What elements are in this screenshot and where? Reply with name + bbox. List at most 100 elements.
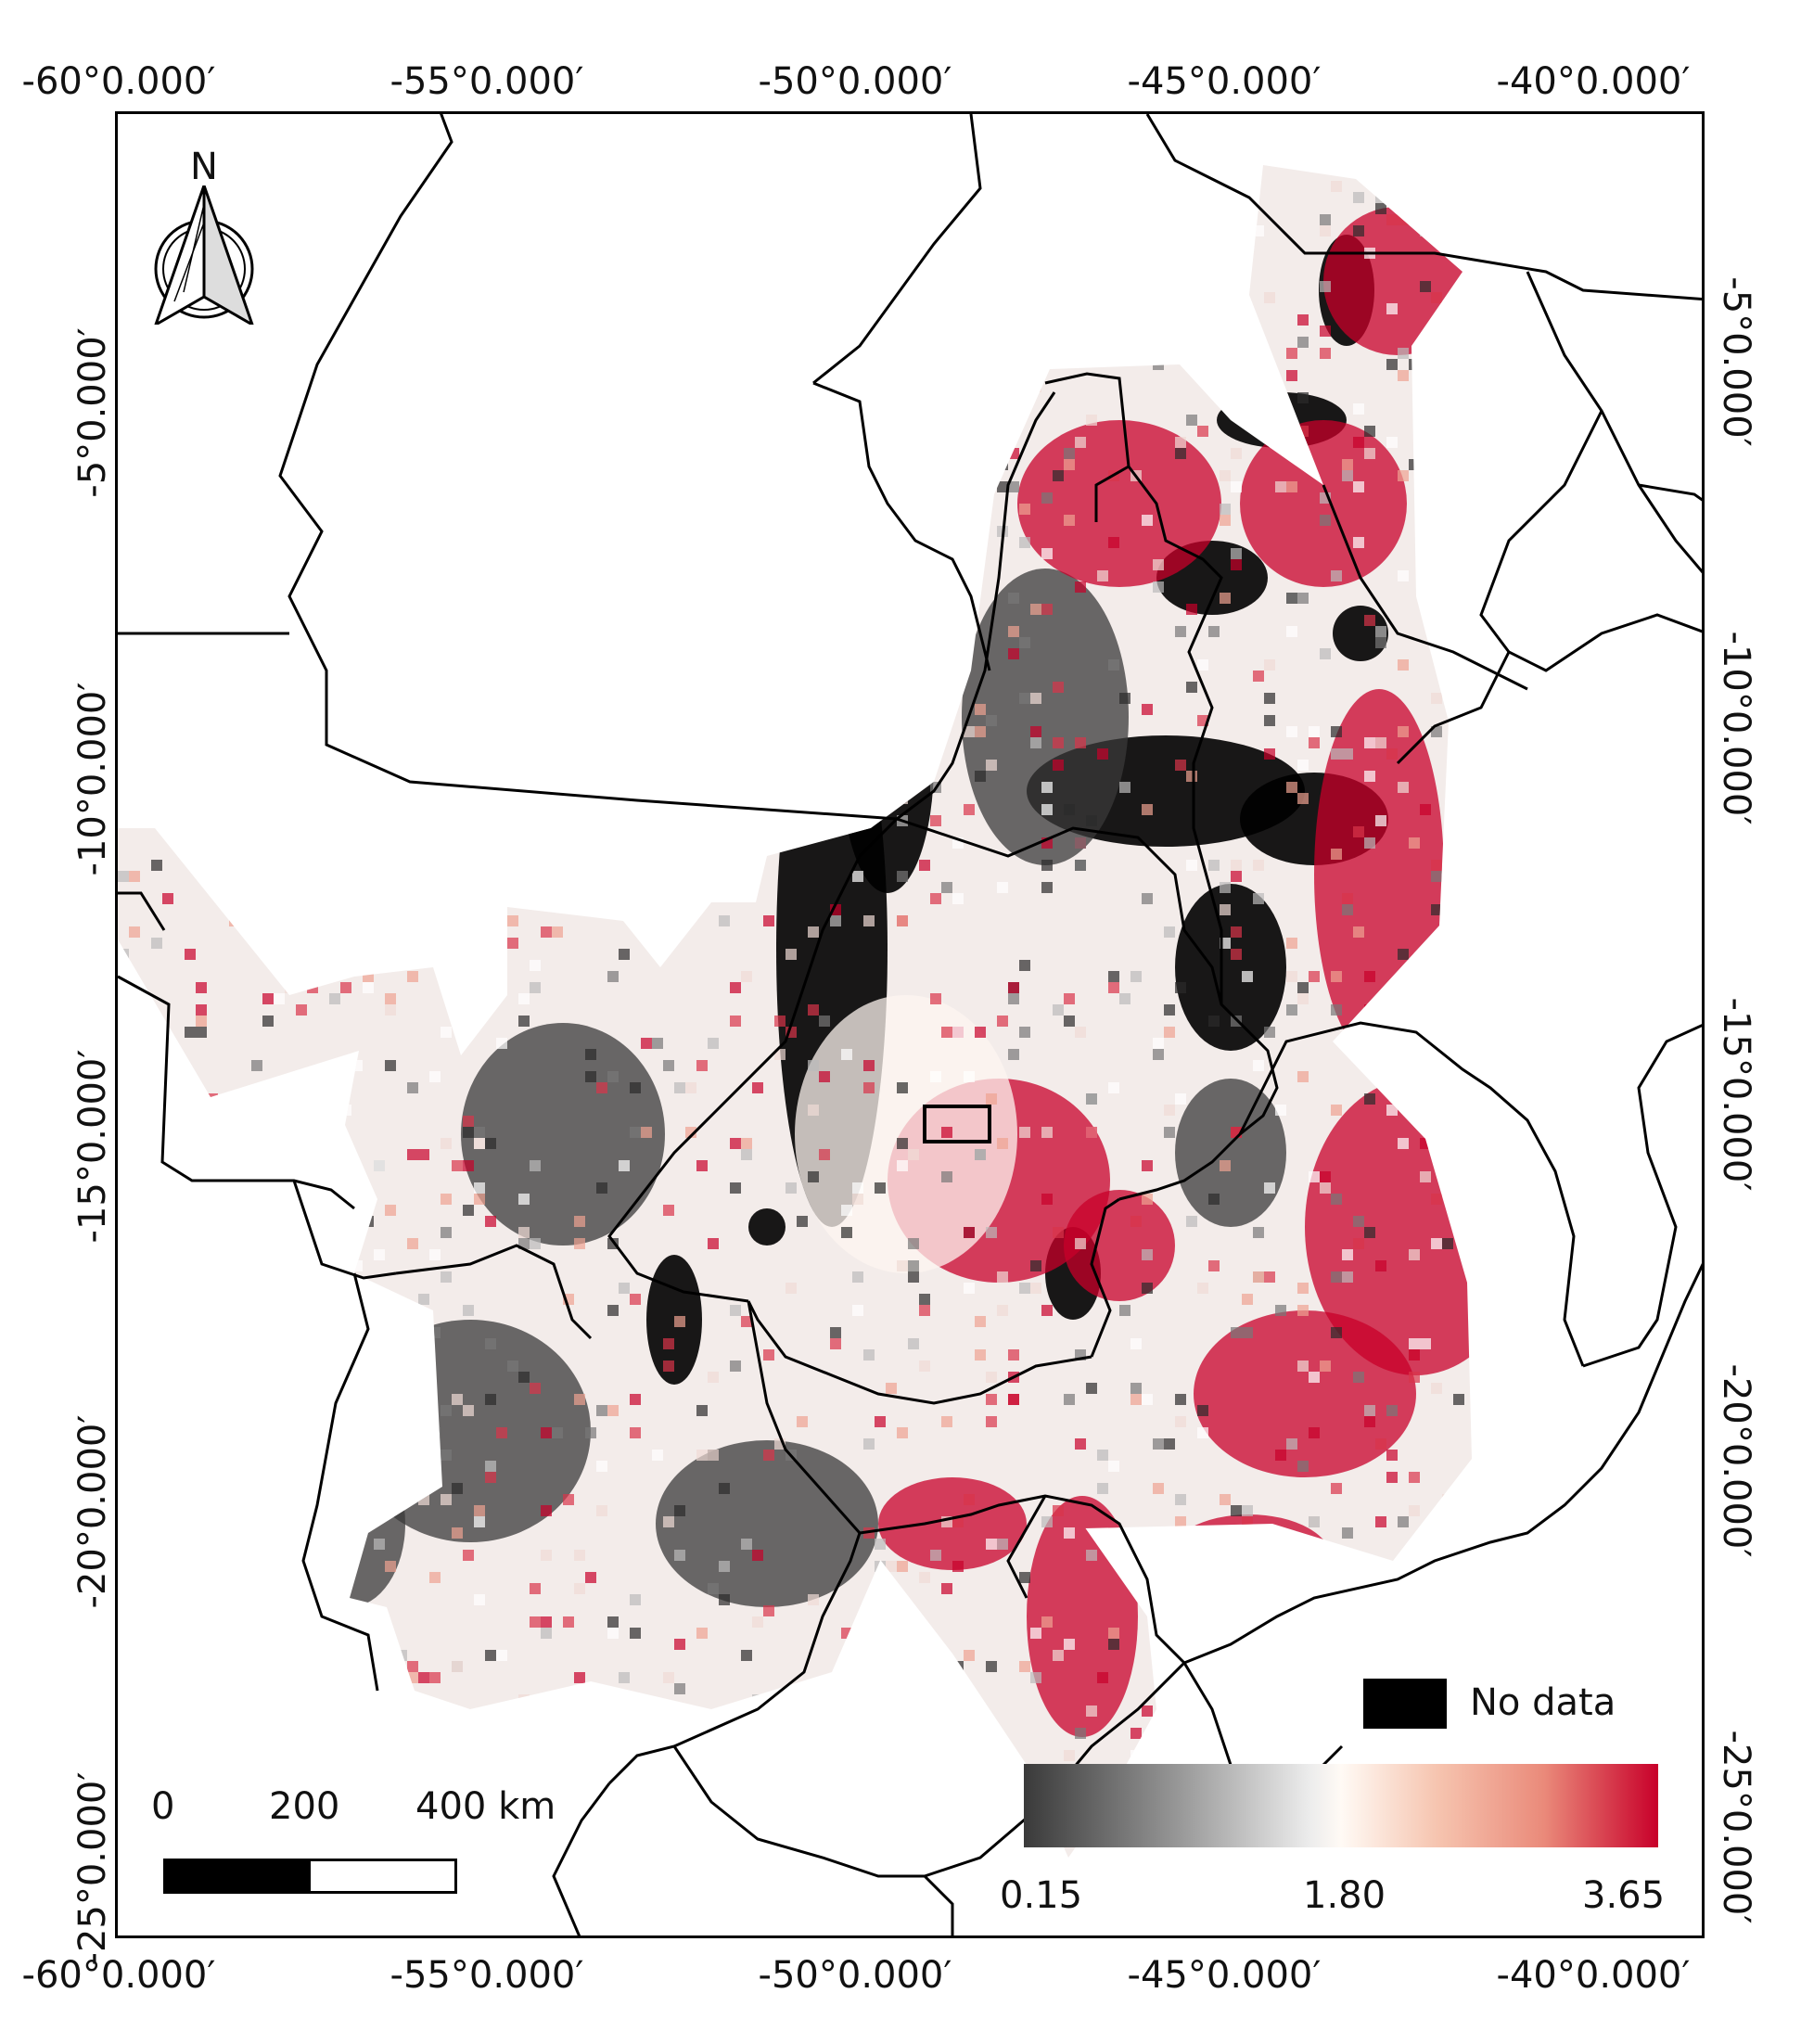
raster-cell — [930, 1761, 941, 1772]
raster-cell — [1698, 1171, 1705, 1182]
raster-cell — [1453, 1505, 1464, 1516]
raster-cell — [229, 581, 240, 593]
raster-cell — [1409, 1338, 1420, 1349]
map-frame — [115, 111, 1705, 1938]
top-tick-label: -55°0.000′ — [390, 60, 584, 103]
raster-cell — [1331, 971, 1342, 982]
raster-cell — [808, 248, 819, 259]
raster-cell — [1253, 1227, 1264, 1238]
raster-cell — [1353, 926, 1364, 938]
raster-cell — [1375, 192, 1386, 203]
map-canvas — [118, 114, 1705, 1935]
raster-cell — [1409, 1372, 1420, 1383]
raster-cell — [663, 1895, 674, 1906]
raster-cell — [251, 748, 262, 760]
raster-cell — [1464, 170, 1472, 181]
raster-cell — [1053, 470, 1064, 481]
raster-cell — [886, 281, 897, 292]
raster-cell — [530, 659, 541, 671]
raster-cell — [196, 771, 207, 782]
raster-cell — [886, 225, 897, 236]
raster-cell — [396, 370, 407, 381]
raster-cell — [151, 1283, 162, 1294]
raster-cell — [607, 225, 619, 236]
raster-cell — [251, 604, 262, 615]
raster-cell — [1398, 470, 1409, 481]
raster-cell — [541, 1550, 552, 1561]
raster-cell — [1331, 726, 1342, 737]
raster-cell — [1119, 147, 1130, 159]
raster-cell — [663, 1205, 674, 1216]
raster-cell — [875, 1539, 886, 1550]
raster-cell — [340, 804, 351, 815]
raster-cell — [808, 1105, 819, 1116]
raster-cell — [285, 1194, 296, 1205]
raster-cell — [385, 170, 396, 181]
raster-cell — [941, 648, 952, 659]
raster-cell — [1164, 1127, 1175, 1138]
raster-cell — [185, 1539, 196, 1550]
raster-cell — [574, 136, 585, 147]
raster-cell — [663, 537, 674, 548]
raster-cell — [730, 326, 741, 337]
raster-cell — [1264, 659, 1275, 671]
raster-cell — [975, 726, 986, 737]
raster-cell — [1509, 893, 1520, 904]
raster-cell — [1030, 192, 1041, 203]
raster-cell — [1309, 1516, 1320, 1527]
raster-cell — [1142, 1160, 1153, 1171]
raster-cell — [585, 837, 596, 849]
raster-cell — [607, 1071, 619, 1082]
raster-cell — [1576, 426, 1587, 437]
raster-cell — [385, 1416, 396, 1427]
bottom-tick-label: -60°0.000′ — [21, 1954, 216, 1997]
raster-cell — [385, 1728, 396, 1739]
raster-cell — [1297, 993, 1309, 1004]
raster-cell — [1064, 1917, 1075, 1928]
raster-cell — [363, 470, 374, 481]
raster-cell — [463, 1127, 474, 1138]
raster-cell — [1498, 181, 1509, 192]
raster-cell — [663, 1516, 674, 1527]
raster-cell — [1064, 337, 1075, 348]
raster-cell — [1297, 392, 1309, 403]
raster-cell — [429, 1427, 441, 1438]
raster-cell — [1297, 1461, 1309, 1472]
raster-cell — [1676, 1516, 1687, 1527]
raster-cell — [619, 748, 630, 760]
raster-cell — [1431, 459, 1442, 470]
raster-cell — [262, 470, 274, 481]
raster-cell — [908, 637, 919, 648]
raster-cell — [1509, 1194, 1520, 1205]
raster-cell — [1375, 203, 1386, 214]
raster-cell — [685, 1861, 696, 1872]
raster-cell — [997, 1761, 1008, 1772]
raster-cell — [607, 1739, 619, 1750]
raster-cell — [140, 437, 151, 448]
raster-cell — [1431, 559, 1442, 570]
raster-cell — [151, 1416, 162, 1427]
raster-cell — [1431, 1238, 1442, 1249]
raster-cell — [240, 1227, 251, 1238]
raster-cell — [1364, 837, 1375, 849]
raster-cell — [1164, 1694, 1175, 1705]
raster-cell — [1631, 236, 1642, 248]
raster-cell — [507, 871, 518, 882]
raster-cell — [830, 1917, 841, 1928]
raster-cell — [774, 337, 786, 348]
raster-cell — [474, 1917, 485, 1928]
raster-cell — [307, 248, 318, 259]
raster-cell — [1041, 804, 1053, 815]
raster-cell — [340, 648, 351, 659]
raster-cell — [663, 548, 674, 559]
raster-cell — [262, 1271, 274, 1283]
raster-cell — [407, 1672, 418, 1683]
raster-cell — [1565, 949, 1576, 960]
scale-label-200: 200 — [269, 1785, 340, 1828]
raster-cell — [129, 1561, 140, 1572]
north-label: N — [190, 146, 218, 188]
raster-cell — [530, 147, 541, 159]
raster-cell — [1130, 1750, 1142, 1761]
raster-cell — [329, 1327, 340, 1338]
raster-cell — [140, 1338, 151, 1349]
